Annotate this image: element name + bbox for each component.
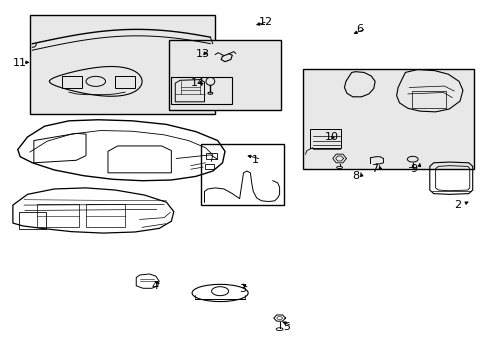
- Text: 14: 14: [190, 78, 204, 88]
- Text: 7: 7: [370, 164, 378, 174]
- Text: 13: 13: [195, 49, 209, 59]
- Bar: [171, 77, 232, 104]
- Bar: [411, 91, 445, 108]
- Bar: [310, 129, 340, 148]
- Bar: [200, 144, 283, 205]
- Text: 11: 11: [13, 58, 27, 68]
- Bar: [61, 76, 82, 88]
- Text: 10: 10: [325, 132, 338, 142]
- Text: 3: 3: [239, 284, 246, 294]
- Text: 9: 9: [409, 164, 417, 174]
- Bar: [115, 76, 135, 88]
- Bar: [19, 212, 46, 229]
- Bar: [168, 40, 281, 110]
- Bar: [86, 204, 125, 227]
- Bar: [206, 153, 217, 159]
- Bar: [37, 204, 79, 227]
- Text: 4: 4: [152, 281, 159, 291]
- Bar: [30, 15, 215, 114]
- Text: 12: 12: [259, 17, 273, 27]
- Text: 1: 1: [251, 155, 258, 165]
- Bar: [303, 69, 473, 169]
- Bar: [205, 164, 214, 169]
- Text: 8: 8: [351, 171, 358, 181]
- Text: 2: 2: [453, 200, 460, 210]
- Text: 5: 5: [283, 322, 290, 332]
- Text: 6: 6: [356, 24, 363, 35]
